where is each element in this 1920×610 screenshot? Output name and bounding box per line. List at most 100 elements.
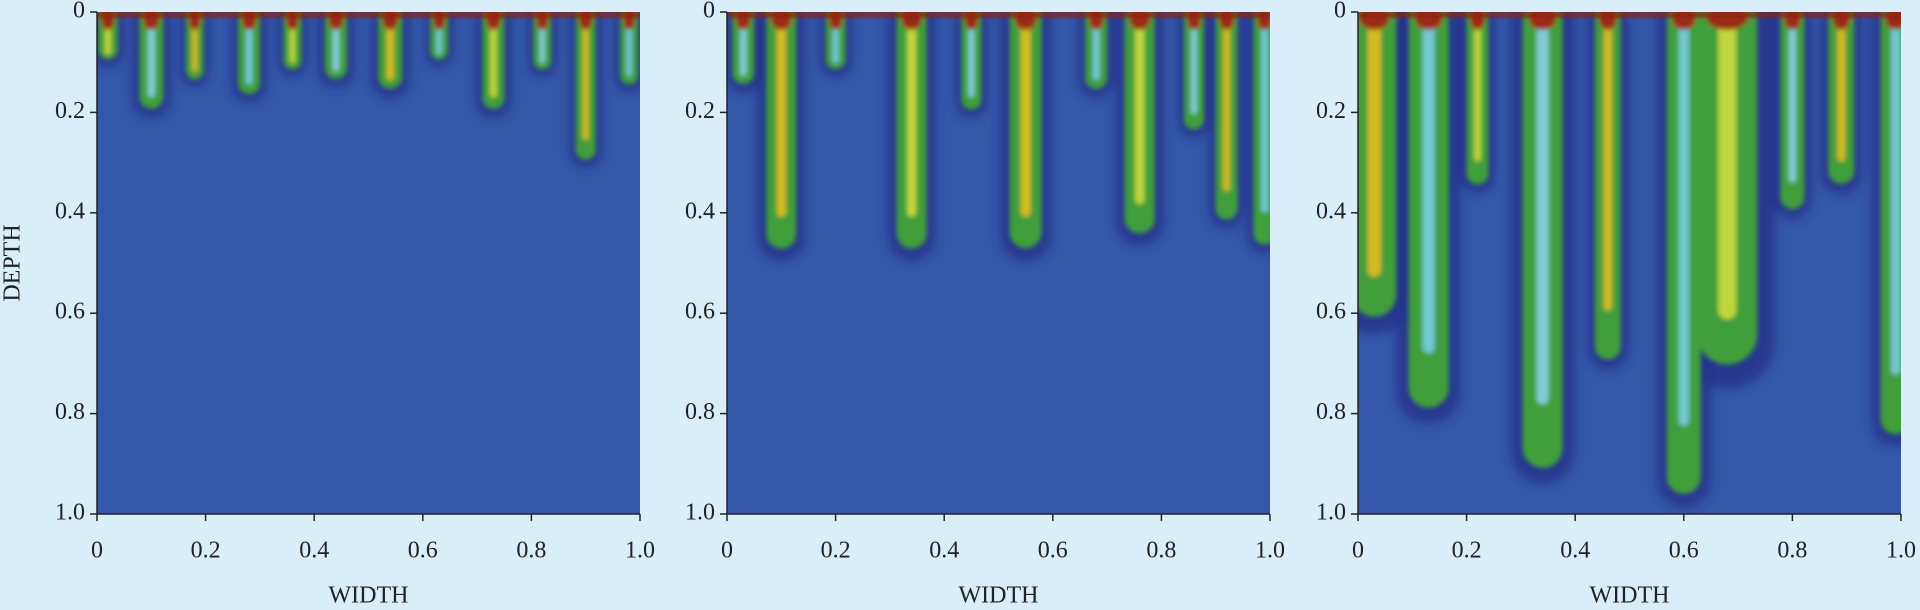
finger-root [328,12,344,30]
finger-core [1223,12,1230,192]
y-tick-label: 0.2 [55,98,85,124]
finger-core [1422,12,1435,354]
x-axis-title: WIDTH [329,583,409,609]
x-tick-label: 0.8 [516,538,546,564]
finger-core [1788,12,1796,183]
body-layer [732,12,1270,249]
finger-root [828,12,843,30]
field-image [727,12,1270,261]
finger-root [770,12,792,30]
x-tick-label: 0.8 [1146,538,1176,564]
finger-core [582,12,589,141]
finger-root [1784,12,1801,30]
finger-root [142,12,160,30]
finger-core [968,12,975,98]
finger-root [1256,12,1270,30]
finger-core [1891,12,1901,375]
y-tick-label: 0 [703,0,715,24]
finger-core [1020,12,1031,217]
finger-root [1469,12,1486,30]
y-tick-label: 1.0 [1316,500,1346,526]
y-tick-label: 0.8 [685,399,715,425]
x-tick-label: 0.4 [929,538,959,564]
finger-root [1218,12,1235,30]
y-tick-label: 0.4 [55,198,85,224]
finger-root [622,12,636,30]
x-tick-label: 0 [1352,538,1364,564]
finger-root [1414,12,1443,30]
x-tick-label: 1.0 [1886,538,1916,564]
finger-root [735,12,751,30]
body-layer [1358,12,1901,494]
plot-area [97,12,640,514]
panel: 0 0.2 0.4 0.6 0.8 1.000.20.40.60.81.0WIDTHDEP… [0,0,655,609]
finger-core [147,12,155,98]
finger-root [964,12,979,30]
finger-root [381,12,399,30]
finger-root [1186,12,1201,30]
finger-root [535,12,549,30]
x-tick-label: 0.4 [299,538,329,564]
y-tick-label: 0.2 [1316,98,1346,124]
y-tick-label: 0.8 [55,399,85,425]
y-tick-label: 0.6 [1316,299,1346,325]
y-tick-label: 0.2 [685,98,715,124]
x-tick-label: 0.8 [1777,538,1807,564]
x-tick-label: 0.2 [821,538,851,564]
y-tick-label: 1.0 [55,500,85,526]
finger-root [1671,12,1696,30]
y-tick-label: 0.8 [1316,399,1346,425]
finger-core [1367,12,1381,277]
finger-root [241,12,257,30]
finger-root [1014,12,1037,30]
x-tick-label: 1.0 [625,538,655,564]
finger-core [776,12,786,217]
x-tick-label: 0.6 [1669,538,1699,564]
top-layer [727,12,1270,17]
top-layer [1358,12,1901,17]
y-tick-label: 0.4 [1316,198,1346,224]
y-tick-label: 0 [1334,0,1346,24]
y-tick-label: 1.0 [685,500,715,526]
top-layer [97,12,640,17]
field-image [1358,12,1901,508]
x-axis-title: WIDTH [1590,583,1670,609]
y-tick-label: 0.6 [55,299,85,325]
finger-core [1474,12,1481,162]
finger-root [901,12,923,30]
x-tick-label: 0.6 [1038,538,1068,564]
finger-core [907,12,917,217]
finger-root [1885,12,1901,30]
finger-root [432,12,446,30]
finger-root [485,12,502,30]
x-tick-label: 1.0 [1255,538,1285,564]
finger-root [1706,12,1749,30]
y-axis-title: DEPTH [0,224,26,301]
finger-root [1129,12,1151,30]
finger-core [1190,12,1197,115]
finger-root [1598,12,1617,30]
x-tick-label: 0.4 [1560,538,1590,564]
finger-core [1261,12,1268,213]
finger-core [1603,12,1612,311]
x-tick-label: 0.2 [191,538,221,564]
y-tick-label: 0.4 [685,198,715,224]
x-axis-title: WIDTH [959,583,1039,609]
finger-core [1718,12,1737,320]
finger-core [1135,12,1145,205]
finger-root [188,12,202,30]
finger-core [1536,12,1549,405]
finger-root [1088,12,1104,30]
x-tick-label: 0.2 [1452,538,1482,564]
finger-root [578,12,593,30]
finger-root [1832,12,1851,30]
finger-core [1837,12,1846,162]
field-image [97,12,640,168]
finger-core [245,12,253,85]
finger-root [1358,12,1390,30]
x-tick-label: 0 [91,538,103,564]
